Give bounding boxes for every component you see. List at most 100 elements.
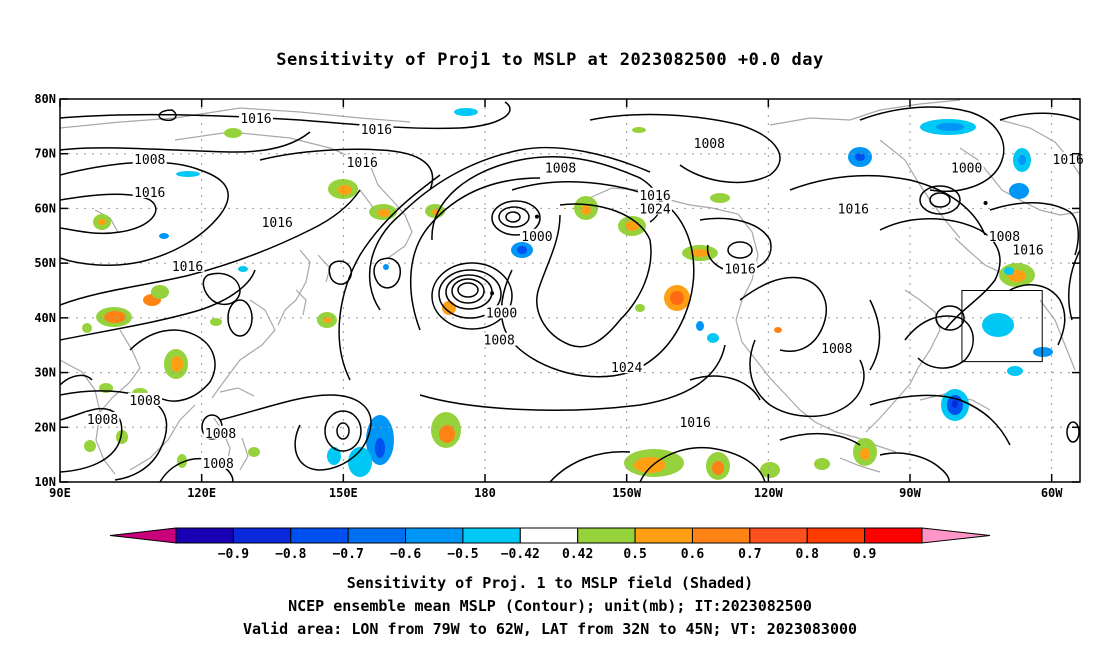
contour-label-bg: [519, 228, 554, 242]
contour-label-bg: [132, 185, 167, 199]
map-title: Sensitivity of Proj1 to MSLP at 20230825…: [276, 50, 824, 70]
mslp-contours: [60, 101, 1080, 482]
contour-label-bg: [836, 201, 871, 215]
contour-label: 1000: [951, 161, 982, 176]
contour-label-bg: [1011, 242, 1046, 256]
colorbar-cell: [175, 527, 234, 544]
contour-label-bg: [638, 187, 672, 201]
y-tick-label: 40N: [34, 311, 56, 325]
contour-label-bg: [359, 122, 394, 136]
contour-label: 1016: [361, 123, 392, 138]
colorbar-label: −0.9: [218, 547, 249, 562]
colorbar-cell: [864, 527, 923, 544]
colorbar-label: −0.6: [390, 547, 421, 562]
contour-label-bg: [638, 201, 672, 215]
footer-line-2: NCEP ensemble mean MSLP (Contour); unit(…: [288, 597, 812, 615]
contour-label-bg: [238, 111, 273, 125]
colorbar-label: 0.6: [681, 547, 705, 562]
contour-label: 1008: [821, 342, 852, 357]
sensitivity-shading: [82, 108, 1053, 480]
contour-label-bg: [819, 340, 854, 354]
footer-line-3: Valid area: LON from 79W to 62W, LAT fro…: [242, 620, 858, 638]
x-tick-label: 150W: [612, 486, 642, 500]
contour-label-bg: [203, 425, 238, 439]
contour-label: 1016: [724, 263, 755, 278]
contour-label: 1008: [989, 230, 1020, 245]
colorbar-cell: [634, 527, 693, 544]
colorbar-label: −0.5: [447, 547, 478, 562]
contour-label: 1016: [172, 260, 203, 275]
y-tick-label: 80N: [34, 92, 56, 106]
colorbar: −0.9 −0.8 −0.7 −0.6 −0.5 −0.42 0.42 0.5 0.6 0.7 0.…: [109, 527, 991, 562]
y-tick-label: 70N: [34, 147, 56, 161]
contour-label-bg: [692, 135, 727, 149]
colorbar-label: 0.9: [853, 547, 876, 562]
colorbar-max-arrow: [921, 527, 991, 544]
valid-area-box: [961, 290, 1043, 363]
contour-label: 1016: [838, 202, 869, 217]
x-tick-label: 150E: [329, 486, 358, 500]
low-center-dot: [983, 200, 988, 205]
contour-label-bg: [345, 154, 380, 168]
contour-label: 1016: [679, 416, 710, 431]
colorbar-cell: [290, 527, 349, 544]
colorbar-label: 0.7: [738, 547, 761, 562]
colorbar-cell: [749, 527, 808, 544]
contour-labels: 1016100810161016101610081000101610081016…: [85, 111, 1086, 472]
footer-line-1: Sensitivity of Proj. 1 to MSLP field (Sh…: [346, 574, 754, 592]
colorbar-cell: [405, 527, 464, 544]
contour-label-bg: [132, 152, 167, 166]
contour-label: 1008: [203, 457, 234, 472]
contour-label-bg: [723, 261, 757, 275]
contour-label-bg: [949, 160, 984, 174]
contour-label: 1008: [545, 161, 576, 176]
contour-label-bg: [987, 228, 1022, 242]
contour-label: 1008: [694, 137, 725, 152]
contour-label: 1000: [521, 230, 552, 245]
y-tick-label: 50N: [34, 256, 56, 270]
contour-label-bg: [128, 392, 162, 406]
contour-label-bg: [260, 215, 295, 229]
plot-frame: [59, 98, 1081, 483]
y-tick-label: 10N: [34, 475, 56, 489]
contour-label: 1008: [87, 413, 118, 428]
contour-label: 1016: [1012, 243, 1043, 258]
contour-label: 1016: [639, 189, 670, 204]
low-center-dot: [490, 291, 495, 296]
x-tick-label: 180: [474, 486, 496, 500]
contour-label-bg: [678, 414, 713, 428]
low-center-dot: [534, 214, 539, 219]
contour-label: 1008: [134, 153, 165, 168]
colorbar-cell: [577, 527, 636, 544]
colorbar-cell: [806, 527, 866, 544]
contour-label: 1000: [486, 306, 517, 321]
contour-label: 1016: [134, 186, 165, 201]
y-tick-label: 20N: [34, 420, 56, 434]
contour-label-bg: [170, 258, 205, 272]
colorbar-cell: [232, 527, 292, 544]
colorbar-label: 0.8: [795, 547, 819, 562]
colorbar-cell: [691, 527, 751, 544]
contour-label: 1024: [639, 202, 670, 217]
colorbar-label: −0.42: [501, 547, 540, 562]
colorbar-cell: [347, 527, 407, 544]
contour-label: 1008: [129, 394, 160, 409]
contour-label: 1016: [1053, 153, 1084, 168]
colorbar-cell: [462, 527, 521, 544]
x-tick-label: 60W: [1041, 486, 1063, 500]
graticule: [60, 99, 1080, 482]
contour-label-bg: [609, 360, 644, 374]
contour-label-bg: [201, 455, 236, 469]
colorbar-label: −0.7: [332, 547, 363, 562]
y-tick-label: 60N: [34, 201, 56, 215]
contour-label-bg: [85, 412, 120, 426]
axes: 90E 120E 150E 180 150W 120W 90W 60W 80N 70N 60N 50N…: [34, 92, 1080, 500]
contour-label: 1016: [347, 156, 378, 171]
x-tick-label: 90W: [899, 486, 921, 500]
x-tick-label: 90E: [49, 486, 71, 500]
contour-label-bg: [1051, 152, 1086, 166]
contour-label-bg: [543, 160, 578, 174]
colorbar-cell: [519, 527, 579, 544]
colorbar-label: 0.5: [623, 547, 646, 562]
